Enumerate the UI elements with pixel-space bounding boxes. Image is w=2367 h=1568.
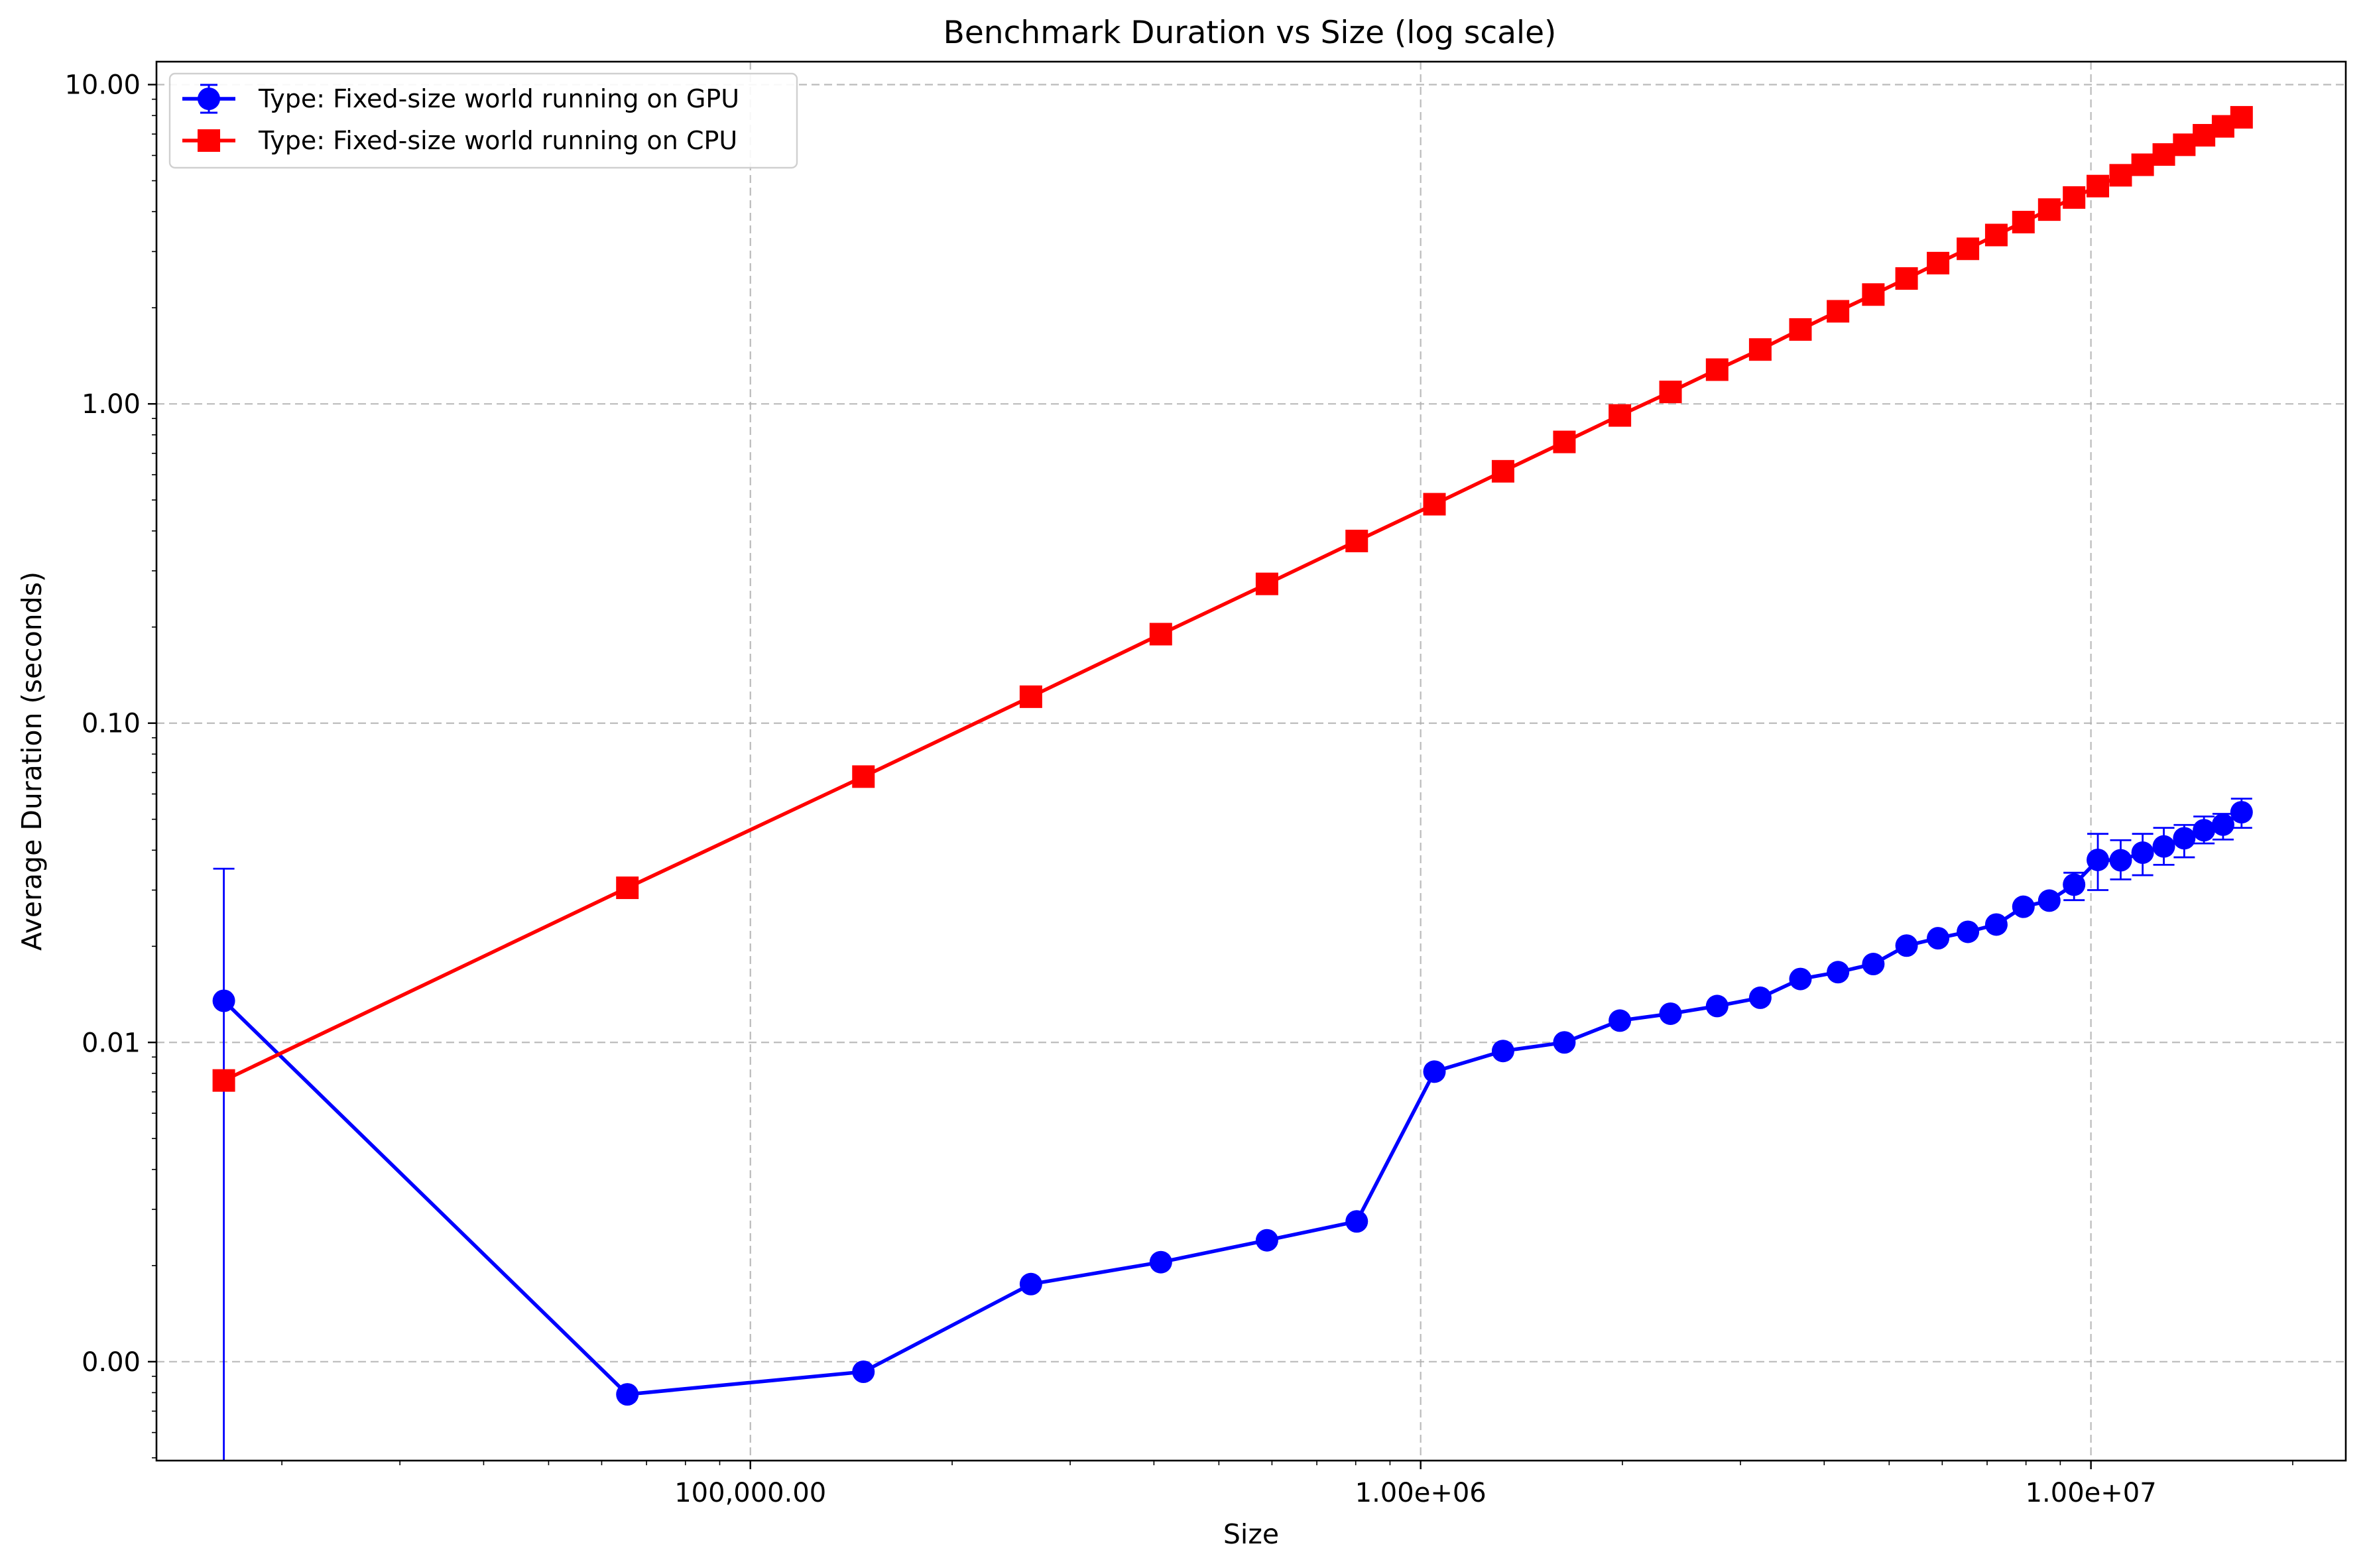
- data-point-cpu: [2152, 143, 2175, 166]
- data-point-cpu: [1149, 623, 1172, 646]
- legend-label-cpu: Type: Fixed-size world running on CPU: [258, 126, 737, 155]
- data-point-gpu: [1705, 995, 1729, 1018]
- data-point-cpu: [852, 765, 875, 788]
- data-point-gpu: [1255, 1229, 1278, 1252]
- legend-marker-cpu: [198, 129, 220, 152]
- legend-entry-gpu: Type: Fixed-size world running on GPU: [182, 84, 739, 114]
- data-point-cpu: [1827, 300, 1850, 323]
- legend-label-gpu: Type: Fixed-size world running on GPU: [258, 84, 739, 113]
- data-point-cpu: [1423, 493, 1446, 516]
- legend-marker-gpu: [198, 88, 220, 110]
- data-point-cpu: [2131, 153, 2154, 176]
- legend-entry-cpu: Type: Fixed-size world running on CPU: [182, 126, 737, 155]
- data-point-gpu: [2230, 801, 2253, 824]
- data-point-cpu: [212, 1069, 235, 1092]
- data-point-cpu: [1862, 283, 1885, 306]
- data-point-cpu: [1659, 381, 1682, 404]
- data-point-gpu: [2012, 895, 2035, 918]
- data-point-gpu: [1608, 1009, 1632, 1032]
- legend: Type: Fixed-size world running on GPU Ty…: [168, 72, 798, 169]
- data-point-cpu: [1927, 251, 1950, 274]
- data-point-cpu: [2230, 105, 2253, 129]
- data-point-gpu: [1984, 913, 2008, 936]
- x-tick-label: 1.00e+07: [2026, 1478, 2157, 1508]
- data-point-gpu: [1149, 1250, 1172, 1274]
- data-point-gpu: [2063, 873, 2086, 896]
- data-point-cpu: [1748, 338, 1772, 361]
- data-point-gpu: [1491, 1040, 1514, 1063]
- legend-box: [168, 72, 798, 169]
- data-point-gpu: [1927, 927, 1950, 950]
- data-point-cpu: [1345, 529, 1368, 552]
- data-point-gpu: [852, 1360, 875, 1383]
- data-point-gpu: [2131, 841, 2154, 865]
- data-point-cpu: [2193, 124, 2216, 147]
- data-point-gpu: [1345, 1210, 1368, 1233]
- x-tick-label: 1.00e+06: [1355, 1478, 1487, 1508]
- chart-title: Benchmark Duration vs Size (log scale): [943, 15, 1557, 51]
- y-axis-ticks: 0.00 0.01 0.10 1.00 10.00: [64, 70, 156, 1378]
- data-point-cpu: [1491, 459, 1514, 483]
- data-point-cpu: [1608, 404, 1632, 427]
- data-point-gpu: [1862, 953, 1885, 976]
- y-tick-label: 0.01: [82, 1028, 141, 1058]
- plot-frame: [155, 60, 2347, 1462]
- data-point-cpu: [2063, 186, 2086, 209]
- data-point-gpu: [2211, 813, 2234, 836]
- x-axis-ticks: 100,000.00 1.00e+06 1.00e+07: [674, 1461, 2157, 1508]
- y-tick-label: 0.00: [82, 1347, 141, 1378]
- data-point-cpu: [2037, 198, 2061, 221]
- data-point-cpu: [1789, 318, 1812, 341]
- grid-lines: [156, 62, 2346, 1461]
- data-point-gpu: [2193, 819, 2216, 842]
- data-point-gpu: [2109, 849, 2132, 872]
- data-point-cpu: [2173, 133, 2196, 156]
- data-point-cpu: [1957, 237, 1980, 261]
- data-point-gpu: [1789, 967, 1812, 991]
- y-axis-label: Average Duration (seconds): [16, 572, 48, 951]
- data-point-gpu: [2087, 848, 2110, 871]
- data-point-gpu: [1019, 1272, 1042, 1296]
- data-point-gpu: [2173, 827, 2196, 850]
- data-point-gpu: [1895, 934, 1918, 957]
- data-point-gpu: [1748, 986, 1772, 1009]
- data-point-gpu: [1827, 961, 1850, 984]
- data-point-cpu: [2012, 210, 2035, 233]
- data-point-cpu: [616, 876, 639, 900]
- data-point-gpu: [1957, 920, 1980, 943]
- series-cpu: [212, 105, 2253, 1092]
- y-tick-label: 1.00: [82, 389, 141, 420]
- data-point-gpu: [212, 989, 235, 1012]
- data-point-cpu: [1895, 267, 1918, 290]
- data-point-cpu: [2087, 174, 2110, 198]
- x-axis-label: Size: [1223, 1518, 1279, 1550]
- data-point-gpu: [1423, 1060, 1446, 1083]
- data-point-gpu: [2037, 889, 2061, 912]
- series-gpu: [212, 798, 2253, 1461]
- data-point-cpu: [1255, 572, 1278, 595]
- data-point-gpu: [1659, 1002, 1682, 1025]
- data-point-cpu: [1705, 358, 1729, 381]
- plot-series: [212, 105, 2253, 1461]
- data-point-cpu: [2109, 164, 2132, 187]
- y-tick-label: 0.10: [82, 709, 141, 739]
- y-tick-label: 10.00: [64, 70, 141, 101]
- data-point-cpu: [1984, 223, 2008, 247]
- data-point-gpu: [2152, 835, 2175, 858]
- x-tick-label: 100,000.00: [674, 1478, 826, 1508]
- data-point-cpu: [1553, 430, 1576, 453]
- data-point-cpu: [1019, 685, 1042, 708]
- data-point-gpu: [1553, 1031, 1576, 1054]
- data-point-gpu: [616, 1383, 639, 1406]
